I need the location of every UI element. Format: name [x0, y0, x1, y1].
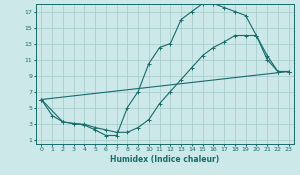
- X-axis label: Humidex (Indice chaleur): Humidex (Indice chaleur): [110, 155, 220, 164]
